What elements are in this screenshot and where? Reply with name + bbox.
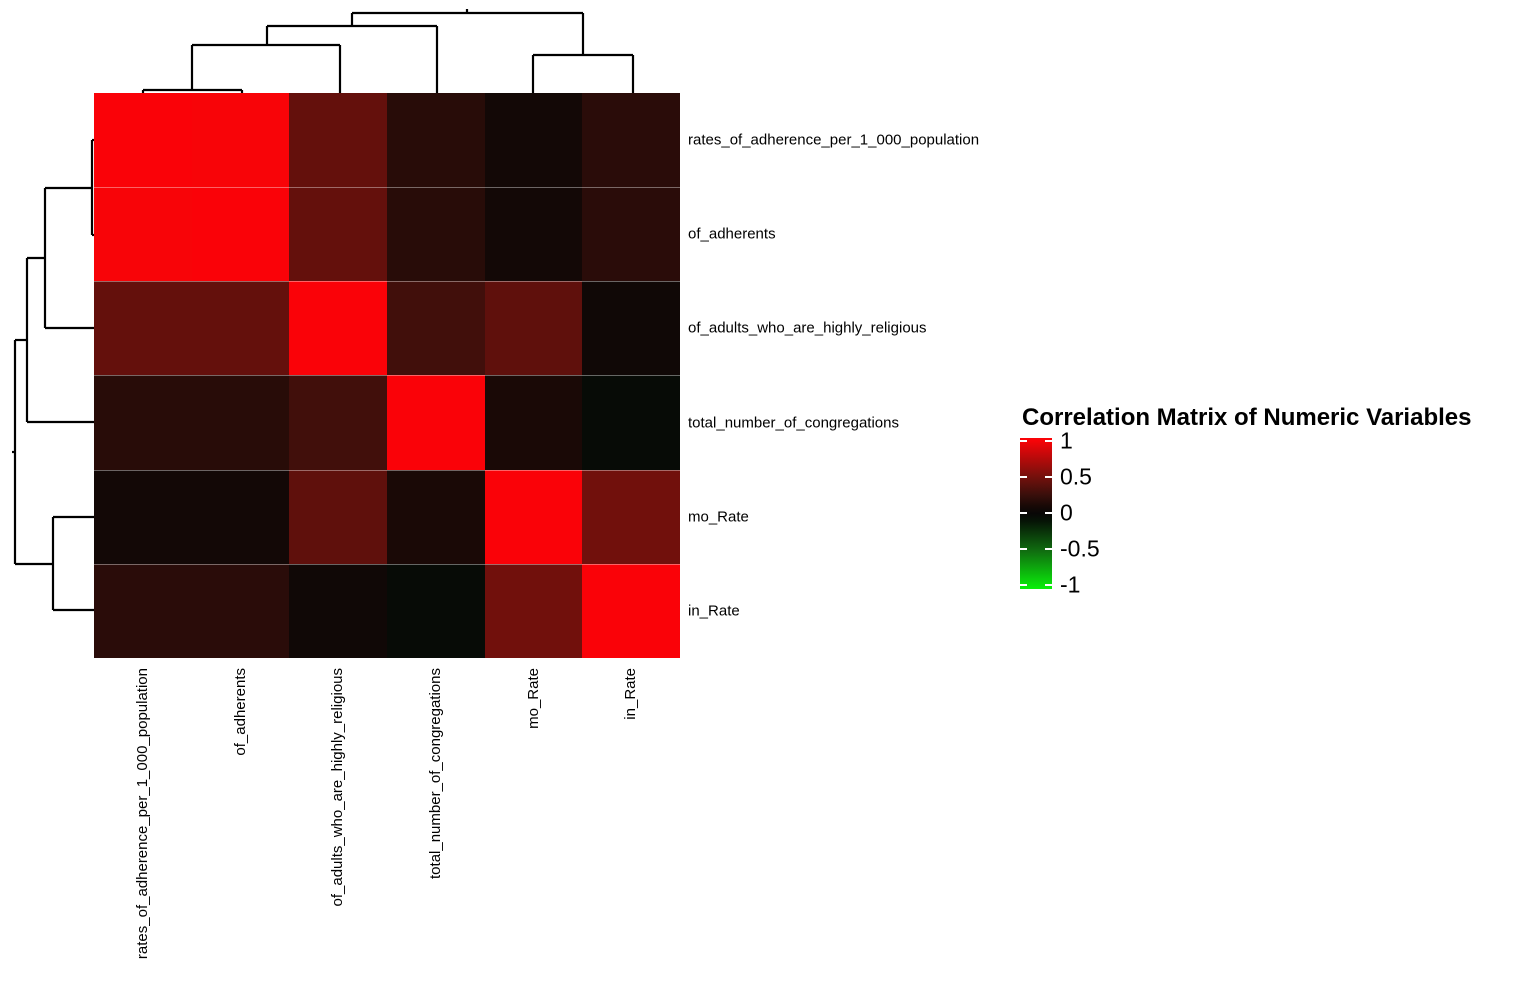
column-label: of_adherents (231, 668, 249, 756)
row-label: rates_of_adherence_per_1_000_population (688, 131, 980, 149)
column-label: in_Rate (622, 668, 640, 720)
heatmap-cell-r6c4 (386, 563, 485, 658)
heatmap-cell-r2c4 (386, 187, 485, 282)
heatmap-cell-r2c2 (191, 187, 290, 282)
heatmap-cell-r3c3 (289, 281, 387, 376)
row-label: in_Rate (688, 602, 740, 620)
heatmap-cell-r5c6 (582, 469, 680, 564)
heatmap-cell-r3c1 (94, 281, 192, 376)
heatmap-cell-r3c2 (191, 281, 290, 376)
heatmap-cell-r5c4 (386, 469, 485, 564)
legend-tick-label: -1 (1060, 571, 1081, 598)
heatmap-cell-r2c1 (94, 187, 192, 282)
legend-tick-label: 0 (1060, 499, 1073, 526)
legend-tick-mark (1020, 476, 1027, 478)
row-label: total_number_of_congregations (688, 414, 899, 432)
legend-tick-mark (1020, 512, 1027, 514)
heatmap-cell-r1c6 (582, 93, 680, 188)
heatmap-cell-r6c6 (582, 563, 680, 658)
legend-tick-mark (1045, 584, 1052, 586)
legend-tick-mark (1045, 440, 1052, 442)
heatmap-cell-r1c4 (386, 93, 485, 188)
legend-title: Correlation Matrix of Numeric Variables (1022, 404, 1472, 431)
heatmap-cell-r3c4 (386, 281, 485, 376)
heatmap-cell-r4c5 (484, 375, 583, 470)
row-label: of_adults_who_are_highly_religious (688, 319, 927, 337)
legend-tick-mark (1045, 512, 1052, 514)
heatmap-cell-r4c4 (386, 375, 485, 470)
heatmap-cell-r6c5 (484, 563, 583, 658)
heatmap-cell-r1c5 (484, 93, 583, 188)
heatmap-cell-r5c5 (484, 469, 583, 564)
legend-tick-mark (1020, 440, 1027, 442)
heatmap-cell-r6c3 (289, 563, 387, 658)
heatmap-cell-r5c1 (94, 469, 192, 564)
column-label: of_adults_who_are_highly_religious (329, 668, 347, 907)
heatmap-cell-r4c3 (289, 375, 387, 470)
legend-tick-mark (1020, 584, 1027, 586)
legend-tick-label: 1 (1060, 427, 1073, 454)
heatmap-cell-r4c1 (94, 375, 192, 470)
heatmap-cell-r4c6 (582, 375, 680, 470)
heatmap-grid (94, 93, 680, 658)
legend-tick-label: -0.5 (1060, 535, 1100, 562)
heatmap-cell-r3c5 (484, 281, 583, 376)
heatmap-cell-r1c2 (191, 93, 290, 188)
column-label: total_number_of_congregations (426, 668, 444, 879)
heatmap-cell-r3c6 (582, 281, 680, 376)
heatmap-cell-r1c1 (94, 93, 192, 188)
legend-tick-mark (1045, 476, 1052, 478)
heatmap-cell-r6c2 (191, 563, 290, 658)
left-dendrogram (12, 138, 94, 612)
column-label: rates_of_adherence_per_1_000_population (133, 668, 151, 960)
legend-tick-mark (1045, 548, 1052, 550)
row-label: mo_Rate (688, 508, 749, 526)
heatmap-cell-r1c3 (289, 93, 387, 188)
heatmap-cell-r2c6 (582, 187, 680, 282)
legend-tick-mark (1020, 548, 1027, 550)
top-dendrogram (141, 9, 635, 93)
heatmap-cell-r5c3 (289, 469, 387, 564)
heatmap-cell-r2c3 (289, 187, 387, 282)
row-label: of_adherents (688, 225, 776, 243)
heatmap-cell-r2c5 (484, 187, 583, 282)
heatmap-cell-r4c2 (191, 375, 290, 470)
heatmap-cell-r5c2 (191, 469, 290, 564)
column-label: mo_Rate (524, 668, 542, 729)
legend-tick-label: 0.5 (1060, 463, 1092, 490)
heatmap-cell-r6c1 (94, 563, 192, 658)
